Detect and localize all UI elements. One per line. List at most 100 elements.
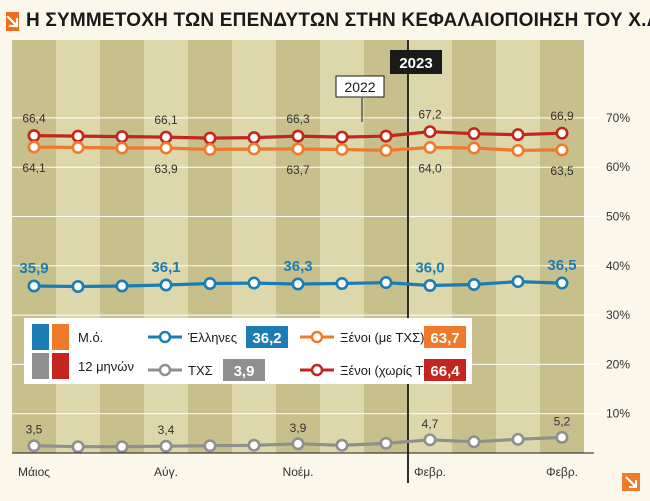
data-point [115,440,129,454]
data-point [511,275,525,289]
arrow-down-right-icon [6,11,19,31]
data-label: 36,5 [547,257,576,274]
data-point [379,129,393,143]
data-point [291,129,305,143]
data-point [423,140,437,154]
data-point [247,438,261,452]
data-label: 36,1 [151,259,180,276]
y-tick-label: 40% [606,259,630,273]
month-band [408,40,452,453]
data-label: 64,1 [22,161,46,175]
data-point [423,279,437,293]
legend-avg-label: Μ.ό. [78,330,103,345]
legend-avg-value: 36,2 [252,330,281,347]
legend-marker [158,330,172,344]
data-point [71,129,85,143]
legend-avg-box [424,326,466,348]
month-band [56,40,100,453]
data-point [247,131,261,145]
legend-swatch-orange [52,324,69,350]
data-label: 66,4 [22,112,46,126]
data-point [467,435,481,449]
data-point [203,277,217,291]
chart-header: Η ΣΥΜΜΕΤΟΧΗ ΤΩΝ ΕΠΕΝΔΥΤΩΝ ΣΤΗΝ ΚΕΦΑΛΑΙΟΠ… [6,4,650,38]
month-band [276,40,320,453]
legend-entry-label: Ξένοι (χωρίς ΤΧΣ) [340,363,444,378]
data-label: 63,7 [286,163,310,177]
data-point [71,140,85,154]
year-2022-box [335,75,385,98]
data-point [27,279,41,293]
data-point [555,430,569,444]
legend-marker [310,330,324,344]
data-point [159,130,173,144]
data-label: 3,9 [290,421,307,435]
data-point [27,439,41,453]
data-point [203,439,217,453]
data-point [115,130,129,144]
data-label: 36,3 [283,258,312,275]
year-2023-label: 2023 [399,55,432,72]
data-point [379,436,393,450]
data-point [247,276,261,290]
data-point [511,143,525,157]
month-band [452,40,496,453]
month-band [232,40,276,453]
data-point [203,142,217,156]
data-label: 3,4 [158,423,175,437]
legend-entry-label: Ξένοι (με ΤΧΣ) [340,330,424,345]
chart-title: Η ΣΥΜΜΕΤΟΧΗ ΤΩΝ ΕΠΕΝΔΥΤΩΝ ΣΤΗΝ ΚΕΦΑΛΑΙΟΠ… [26,10,650,31]
data-point [335,438,349,452]
data-label: 3,5 [26,423,43,437]
data-point [555,143,569,157]
data-label: 35,9 [19,260,48,277]
data-point [291,277,305,291]
data-label: 4,7 [422,417,439,431]
x-tick-label: Αύγ. [154,465,178,479]
data-label: 64,0 [418,161,442,175]
data-label: 66,1 [154,113,178,127]
data-point [423,433,437,447]
data-point [511,128,525,142]
data-point [159,141,173,155]
legend-avg-box [424,359,466,381]
data-point [555,126,569,140]
legend-swatch-red [52,353,69,379]
month-band [188,40,232,453]
y-tick-label: 30% [606,308,630,322]
y-tick-label: 10% [606,407,630,421]
data-point [27,140,41,154]
x-tick-label: Νοέμ. [283,465,314,479]
x-tick-label: Φεβρ. [546,465,578,479]
month-band [100,40,144,453]
month-band [540,40,584,453]
data-point [27,129,41,143]
data-point [159,278,173,292]
data-point [423,125,437,139]
y-tick-label: 60% [606,160,630,174]
x-tick-label: Μάιος [18,465,50,479]
legend-avg-value: 63,7 [430,330,459,347]
data-label: 5,2 [554,414,571,428]
legend-swatch-blue [32,324,49,350]
legend-swatch-gray [32,353,49,379]
data-point [379,276,393,290]
data-label: 36,0 [415,260,444,277]
data-point [71,280,85,294]
data-point [335,130,349,144]
month-band [12,40,56,453]
data-point [335,142,349,156]
year-2023-box [390,50,442,74]
data-point [335,277,349,291]
data-label: 66,3 [286,112,310,126]
corner-logo-arrow [625,476,637,488]
x-tick-label: Φεβρ. [414,465,446,479]
month-band [320,40,364,453]
legend-entry-label: ΤΧΣ [188,363,213,378]
month-band [144,40,188,453]
data-point [467,278,481,292]
data-point [379,143,393,157]
legend-avg-value: 66,4 [430,363,460,380]
